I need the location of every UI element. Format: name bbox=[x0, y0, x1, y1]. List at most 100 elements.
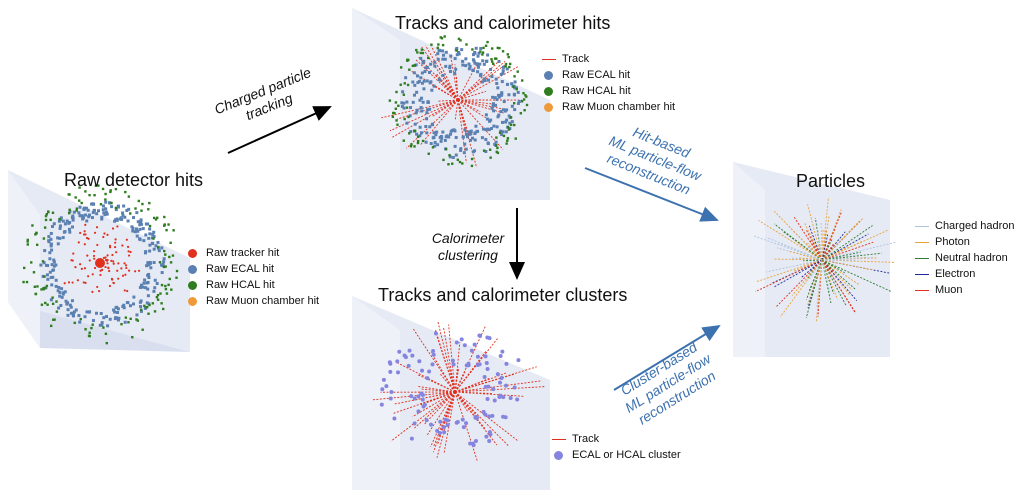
ecal-hit bbox=[113, 310, 117, 314]
legend-label: Track bbox=[572, 433, 600, 445]
hcal-hit bbox=[420, 48, 424, 51]
ecal-hit bbox=[420, 109, 424, 113]
track bbox=[454, 391, 509, 447]
ecal-hit bbox=[507, 93, 511, 97]
hcal-hit bbox=[440, 37, 444, 40]
ecal-hit bbox=[162, 257, 166, 261]
legend-label: Charged hadron bbox=[935, 220, 1015, 232]
tracker-hit bbox=[83, 243, 86, 246]
ecal-hit bbox=[400, 104, 404, 108]
ecal-hit bbox=[431, 136, 435, 140]
hcal-hit bbox=[156, 298, 160, 301]
ecal-hit bbox=[121, 214, 125, 218]
hcal-hit bbox=[525, 103, 529, 107]
tracker-hit bbox=[92, 254, 96, 258]
ecal-hit bbox=[497, 60, 501, 64]
ecal-hit bbox=[103, 213, 107, 217]
track bbox=[436, 391, 456, 458]
ecal-hit bbox=[132, 302, 136, 306]
track bbox=[457, 99, 468, 137]
hcal-hit bbox=[170, 288, 173, 291]
cluster bbox=[498, 380, 503, 385]
hcal-hit bbox=[441, 43, 445, 47]
tracker-hit bbox=[117, 277, 120, 280]
hcal-hit bbox=[67, 211, 71, 215]
cluster bbox=[468, 441, 473, 446]
hcal-hit bbox=[492, 62, 495, 65]
hcal-hit bbox=[88, 193, 91, 197]
hcal-hit bbox=[405, 106, 409, 109]
legend-item: Neutral hadron bbox=[915, 250, 1015, 266]
ecal-hit bbox=[86, 208, 90, 212]
ecal-hit bbox=[61, 219, 65, 223]
hcal-hit bbox=[80, 201, 83, 205]
cluster bbox=[485, 335, 490, 340]
cluster bbox=[417, 359, 422, 364]
ecal-hit bbox=[423, 70, 427, 74]
ecal-hit bbox=[507, 114, 511, 118]
ecal-hit bbox=[415, 74, 419, 78]
ecal-hit bbox=[152, 230, 156, 234]
hcal-hit bbox=[148, 224, 152, 228]
particle-track bbox=[821, 259, 845, 274]
cluster bbox=[459, 337, 464, 342]
ecal-hit bbox=[508, 121, 512, 125]
ecal-hit bbox=[58, 294, 62, 298]
track bbox=[457, 99, 487, 119]
ecal-hit bbox=[486, 78, 490, 82]
ecal-hit bbox=[461, 63, 465, 67]
cluster bbox=[435, 428, 440, 433]
ecal-hit bbox=[485, 59, 489, 63]
ecal-hit bbox=[430, 88, 434, 92]
ecal-hit bbox=[58, 236, 62, 240]
tracker-hit bbox=[104, 256, 107, 259]
ecal-hit bbox=[69, 305, 73, 309]
legend-swatch bbox=[544, 86, 553, 96]
hcal-hit bbox=[481, 51, 485, 54]
ecal-hit bbox=[465, 135, 469, 139]
ecal-hit bbox=[138, 223, 142, 227]
hcal-hit bbox=[523, 109, 526, 112]
ecal-hit bbox=[59, 216, 63, 220]
track bbox=[457, 60, 506, 101]
cluster bbox=[433, 331, 438, 336]
cluster bbox=[425, 376, 430, 381]
ecal-hit bbox=[56, 242, 60, 246]
ecal-hit bbox=[65, 302, 69, 306]
ecal-hit bbox=[420, 81, 424, 85]
hcal-hit bbox=[411, 64, 415, 68]
cluster bbox=[483, 354, 488, 359]
tracker-hit bbox=[134, 270, 137, 273]
ecal-hit bbox=[432, 84, 436, 88]
hcal-hit bbox=[391, 115, 395, 118]
hcal-hit bbox=[49, 324, 53, 328]
hcal-hit bbox=[479, 50, 482, 53]
hcal-hit bbox=[508, 65, 511, 69]
ecal-hit bbox=[97, 209, 101, 213]
ecal-hit bbox=[494, 140, 498, 144]
legend-label: Raw Muon chamber hit bbox=[206, 295, 320, 307]
ecal-hit bbox=[486, 127, 490, 131]
hcal-hit bbox=[521, 79, 524, 82]
particle-track bbox=[821, 259, 835, 294]
ecal-hit bbox=[148, 243, 152, 247]
tracker-hit bbox=[79, 231, 82, 235]
ecal-hit bbox=[160, 271, 164, 275]
hcal-hit bbox=[141, 328, 144, 331]
tracker-hit bbox=[82, 233, 86, 236]
ecal-hit bbox=[49, 276, 53, 280]
track bbox=[390, 99, 459, 139]
hcal-hit bbox=[26, 238, 29, 242]
hcal-hit bbox=[169, 241, 172, 245]
legend-item: Raw tracker hit bbox=[186, 245, 319, 261]
tracker-hit bbox=[116, 225, 119, 228]
ecal-hit bbox=[408, 114, 412, 118]
hcal-hit bbox=[154, 218, 158, 221]
hcal-hit bbox=[79, 317, 82, 321]
ecal-hit bbox=[100, 215, 104, 219]
ecal-hit bbox=[459, 148, 463, 152]
ecal-hit bbox=[62, 291, 66, 295]
hcal-hit bbox=[51, 302, 55, 306]
ecal-hit bbox=[51, 275, 55, 279]
hcal-hit bbox=[490, 60, 494, 63]
